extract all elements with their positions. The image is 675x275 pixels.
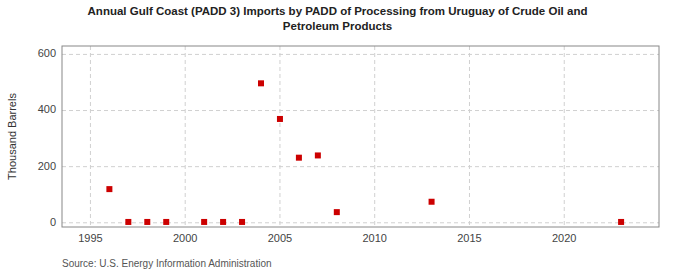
y-tick-label: 600: [38, 47, 56, 59]
points: [106, 80, 624, 225]
chart-container: 0 200 400 600 1995 2000 2005 2010 2015 2020 Annual…: [0, 0, 675, 275]
x-grid-line: [185, 46, 186, 227]
data-point: [258, 80, 264, 86]
x-tick-label: 2020: [552, 232, 576, 244]
x-grid-line: [374, 46, 375, 227]
x-tick-label: 2015: [457, 232, 481, 244]
data-point: [144, 219, 150, 225]
x-grid-line: [564, 46, 565, 227]
y-tick-label: 400: [38, 103, 56, 115]
tick-labels: 0 200 400 600 1995 2000 2005 2010 2015 2020: [38, 47, 577, 244]
data-point: [125, 219, 131, 225]
chart-svg: 0 200 400 600 1995 2000 2005 2010 2015 2020 Annual…: [0, 0, 675, 275]
plot-frame: [62, 46, 659, 227]
y-axis-label: Thousand Barrels: [6, 93, 18, 180]
y-grid-line: [62, 110, 659, 111]
y-tick-label: 0: [50, 216, 56, 228]
x-tick-label: 1995: [78, 232, 102, 244]
x-tick-label: 2000: [173, 232, 197, 244]
y-grid-line: [62, 166, 659, 167]
data-point: [315, 152, 321, 158]
data-point: [106, 186, 112, 192]
x-grid-line: [90, 46, 91, 227]
data-point: [163, 219, 169, 225]
data-point: [429, 199, 435, 205]
data-point: [277, 116, 283, 122]
data-point: [239, 219, 245, 225]
x-tick-label: 2005: [268, 232, 292, 244]
grid: [62, 46, 659, 227]
data-point: [618, 219, 624, 225]
data-point: [201, 219, 207, 225]
source-note: Source: U.S. Energy Information Administ…: [62, 258, 272, 269]
y-grid-line: [62, 54, 659, 55]
x-tick-label: 2010: [362, 232, 386, 244]
data-point: [334, 209, 340, 215]
x-grid-line: [279, 46, 280, 227]
x-grid-line: [469, 46, 470, 227]
chart-title: Annual Gulf Coast (PADD 3) Imports by PA…: [88, 5, 588, 32]
y-tick-label: 200: [38, 160, 56, 172]
y-grid-line: [62, 222, 659, 223]
data-point: [296, 155, 302, 161]
data-point: [220, 219, 226, 225]
